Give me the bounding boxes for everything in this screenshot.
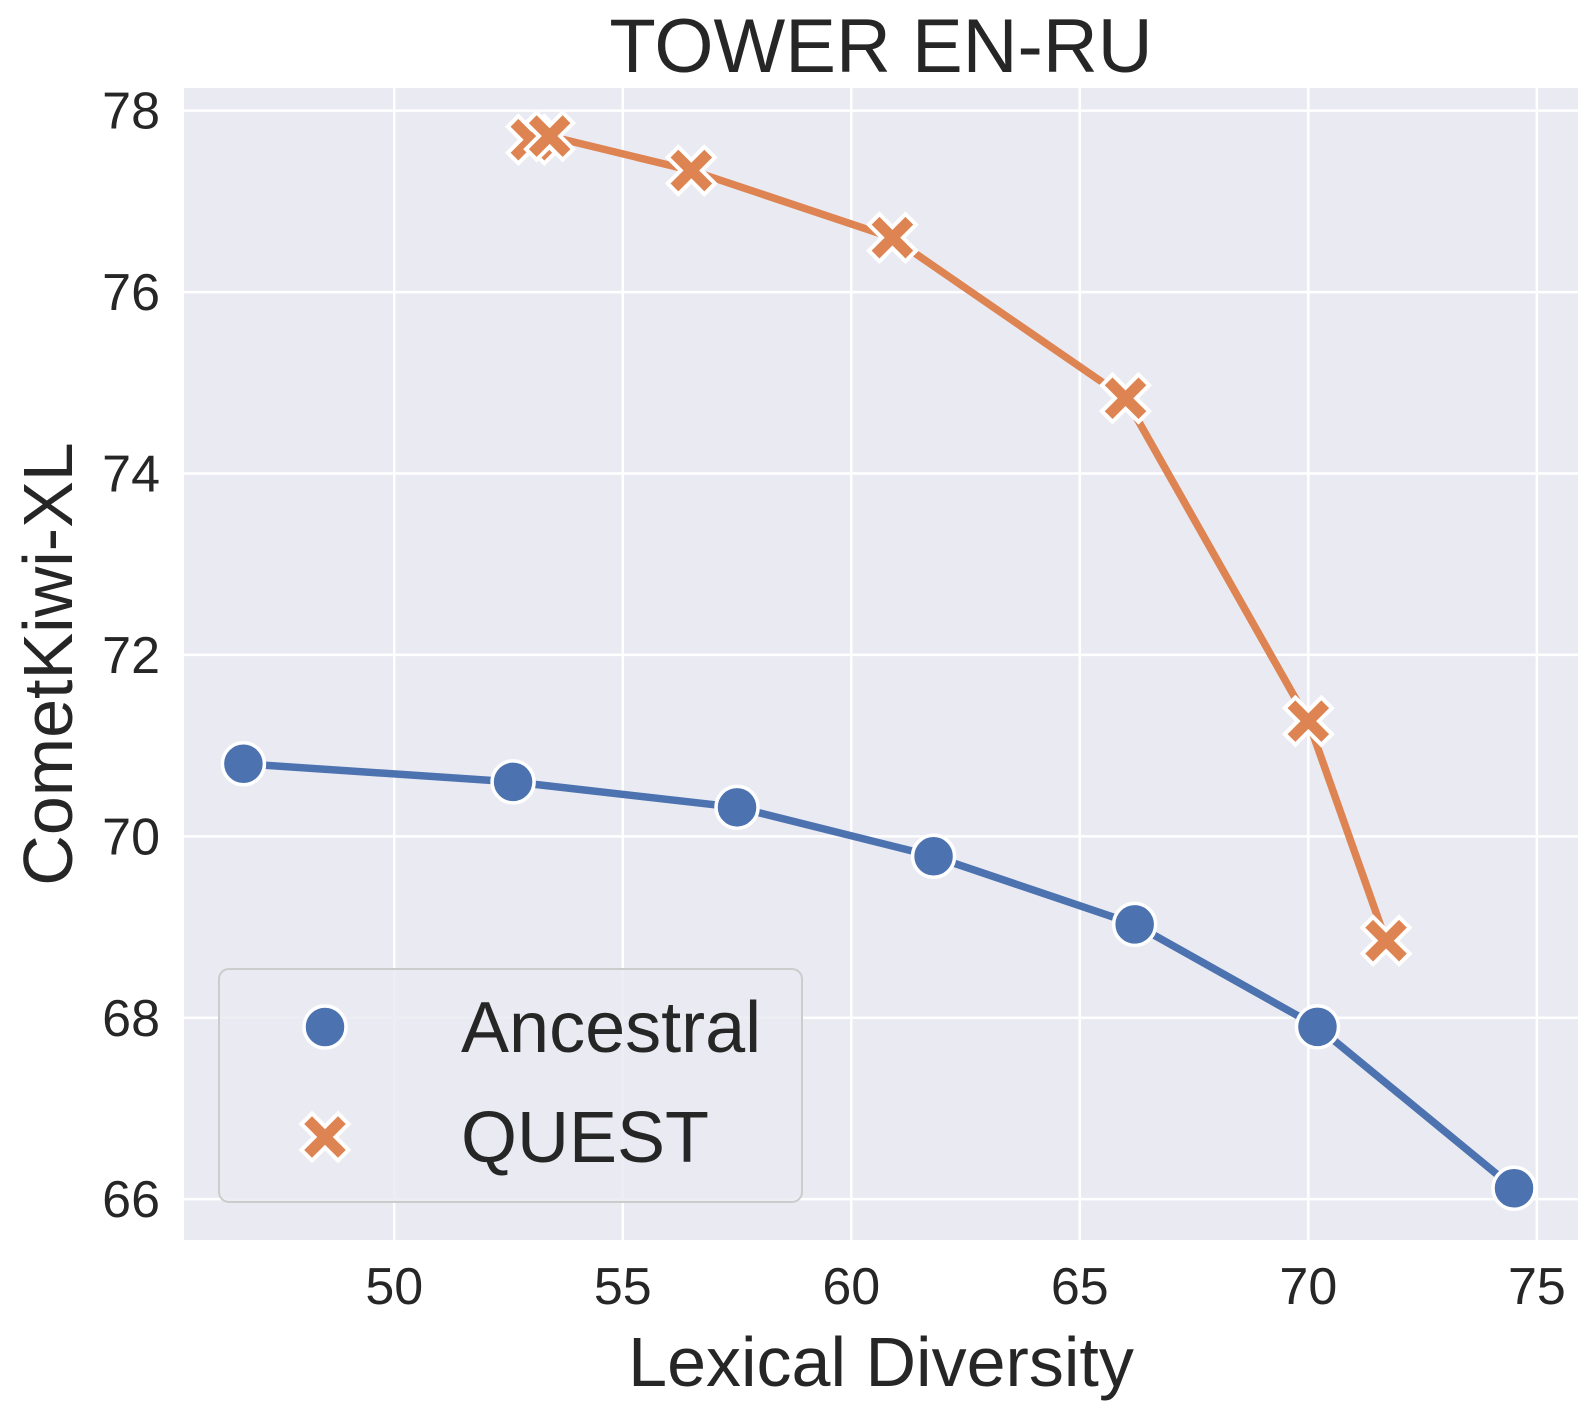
x-tick-label: 70 xyxy=(1279,1258,1337,1316)
y-tick-labels: 66 68 70 72 74 76 78 xyxy=(102,83,160,1230)
data-point-ancestral xyxy=(1294,1004,1341,1050)
y-tick-label: 78 xyxy=(102,83,160,141)
legend-label-ancestral: Ancestral xyxy=(461,988,761,1068)
x-tick-label: 55 xyxy=(594,1258,652,1316)
y-tick-label: 74 xyxy=(102,446,160,504)
data-point-ancestral xyxy=(490,759,536,805)
legend-box xyxy=(218,968,803,1203)
legend-label-quest: QUEST xyxy=(461,1098,709,1178)
data-point-quest xyxy=(1281,694,1335,748)
y-tick-label: 76 xyxy=(102,264,160,322)
data-point-quest xyxy=(1359,914,1413,968)
chart-title: TOWER EN-RU xyxy=(609,4,1152,89)
x-tick-label: 65 xyxy=(1051,1258,1109,1316)
data-point-quest xyxy=(523,109,577,163)
data-point-ancestral xyxy=(910,833,957,880)
x-axis-label: Lexical Diversity xyxy=(628,1323,1134,1401)
legend: Ancestral QUEST xyxy=(218,968,803,1203)
x-tick-labels: 50 55 60 65 70 75 xyxy=(365,1258,1565,1316)
x-tick-label: 60 xyxy=(822,1258,880,1316)
legend-marker-ancestral xyxy=(302,1004,348,1050)
data-point-ancestral xyxy=(1491,1165,1537,1212)
data-point-ancestral xyxy=(1111,901,1158,948)
y-tick-label: 72 xyxy=(102,627,160,685)
data-point-quest xyxy=(1099,371,1152,425)
series-markers xyxy=(220,109,1537,1212)
data-point-ancestral xyxy=(714,784,760,831)
data-point-quest xyxy=(865,211,919,265)
data-point-ancestral xyxy=(220,741,267,787)
y-tick-label: 68 xyxy=(102,990,160,1048)
x-tick-label: 75 xyxy=(1508,1258,1566,1316)
data-point-quest xyxy=(664,144,718,197)
x-tick-label: 50 xyxy=(365,1258,423,1316)
y-tick-label: 66 xyxy=(102,1171,160,1229)
legend-marker-quest xyxy=(298,1110,352,1164)
y-tick-label: 70 xyxy=(102,808,160,866)
y-axis-label: CometKiwi-XL xyxy=(9,442,87,885)
